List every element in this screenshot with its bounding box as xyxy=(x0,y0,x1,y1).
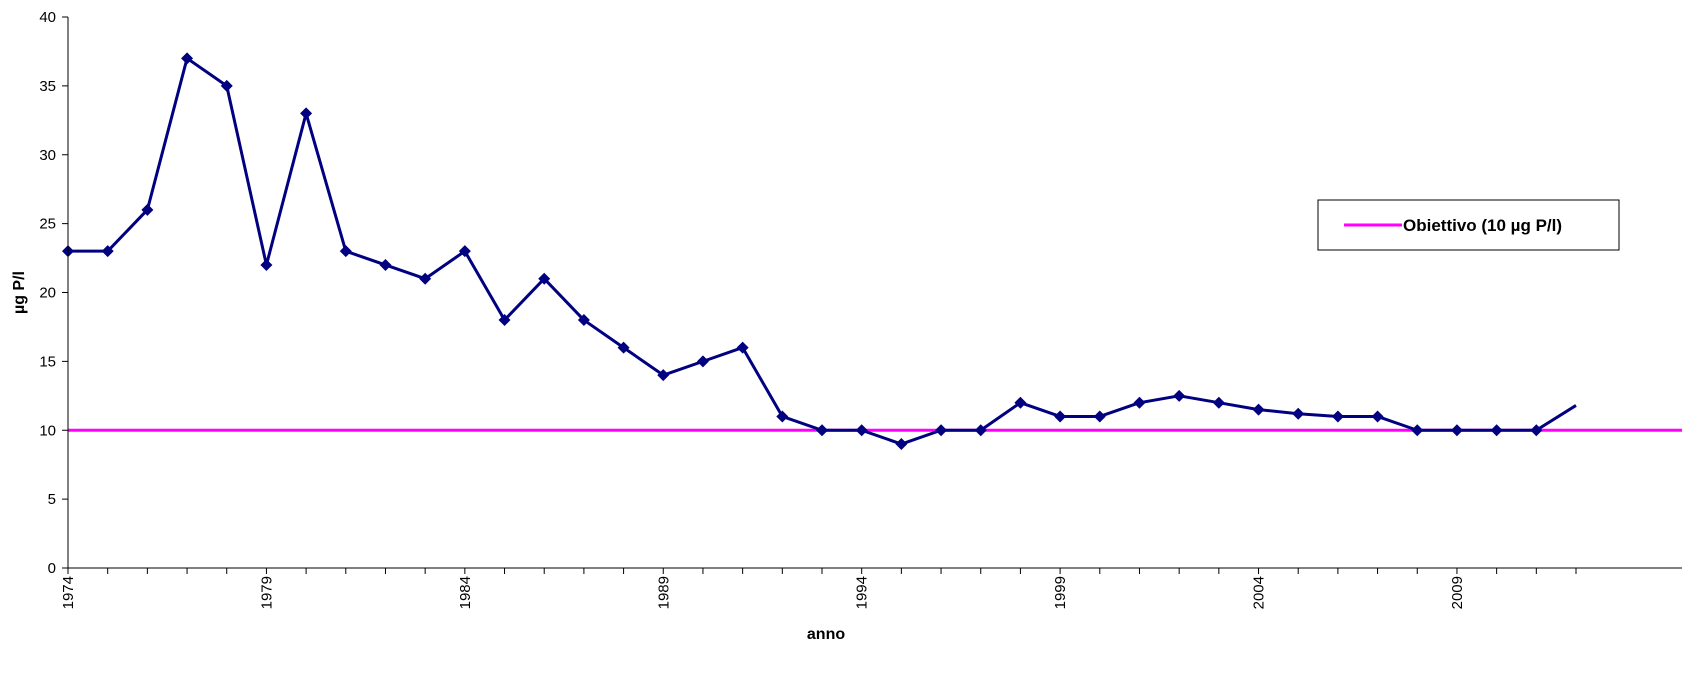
data-point xyxy=(101,245,114,258)
y-tick-label: 5 xyxy=(48,491,56,508)
data-point xyxy=(1133,396,1146,409)
x-tick-label: 2009 xyxy=(1449,576,1466,609)
data-point xyxy=(617,341,630,354)
data-point xyxy=(1212,396,1225,409)
y-tick-label: 20 xyxy=(39,285,56,302)
data-point xyxy=(498,314,511,327)
y-tick-label: 30 xyxy=(39,147,56,164)
x-tick-label: 1974 xyxy=(60,576,77,609)
data-point xyxy=(816,424,828,437)
data-point xyxy=(855,424,868,437)
x-tick-label: 2004 xyxy=(1251,576,1268,609)
data-point xyxy=(1054,410,1067,423)
data-point xyxy=(1292,407,1305,420)
data-point xyxy=(1173,389,1186,402)
plot-area xyxy=(62,52,1682,451)
data-point xyxy=(1331,410,1344,423)
axes xyxy=(67,17,1682,569)
data-point xyxy=(419,272,432,285)
data-point xyxy=(1252,403,1265,416)
x-tick-label: 1979 xyxy=(258,576,275,609)
data-point xyxy=(1014,396,1027,409)
data-point xyxy=(935,424,948,437)
data-point xyxy=(1450,424,1463,437)
data-point xyxy=(1411,424,1424,437)
data-point xyxy=(776,410,789,423)
y-ticks: 0 5 10 15 20 25 30 35 40 xyxy=(39,9,68,577)
data-point xyxy=(1093,410,1106,423)
data-point xyxy=(538,272,551,285)
data-point xyxy=(974,424,987,437)
data-point xyxy=(736,341,749,354)
data-point xyxy=(1371,410,1384,423)
y-tick-label: 10 xyxy=(39,422,56,439)
data-point xyxy=(895,438,908,451)
legend: Obiettivo (10 µg P/l) xyxy=(1317,199,1620,251)
data-point xyxy=(300,107,313,120)
data-point xyxy=(577,314,590,327)
x-ticks: 1974 1979 1984 1989 1994 1999 2004 2009 xyxy=(60,568,1577,609)
data-point xyxy=(141,203,154,216)
y-tick-label: 35 xyxy=(39,78,56,95)
data-point xyxy=(181,52,194,65)
series-line xyxy=(68,56,1577,446)
legend-label-obiettivo: Obiettivo (10 µg P/l) xyxy=(1403,216,1562,235)
data-point xyxy=(220,79,233,92)
data-point xyxy=(260,258,273,271)
data-point xyxy=(696,355,709,368)
data-point xyxy=(1530,424,1543,437)
data-point xyxy=(379,258,392,271)
x-tick-label: 1994 xyxy=(854,576,871,609)
x-tick-label: 1999 xyxy=(1052,576,1069,609)
data-point xyxy=(657,369,670,382)
x-tick-label: 1984 xyxy=(457,576,474,609)
y-tick-label: 0 xyxy=(48,560,56,577)
y-tick-label: 25 xyxy=(39,216,56,233)
data-point xyxy=(339,245,352,258)
x-tick-label: 1989 xyxy=(655,576,672,609)
y-axis-title: µg P/l xyxy=(11,271,28,314)
data-point xyxy=(458,245,471,258)
y-tick-label: 40 xyxy=(39,9,56,26)
y-tick-label: 15 xyxy=(39,353,56,370)
x-axis-title: anno xyxy=(807,626,845,643)
data-point xyxy=(1490,424,1503,437)
